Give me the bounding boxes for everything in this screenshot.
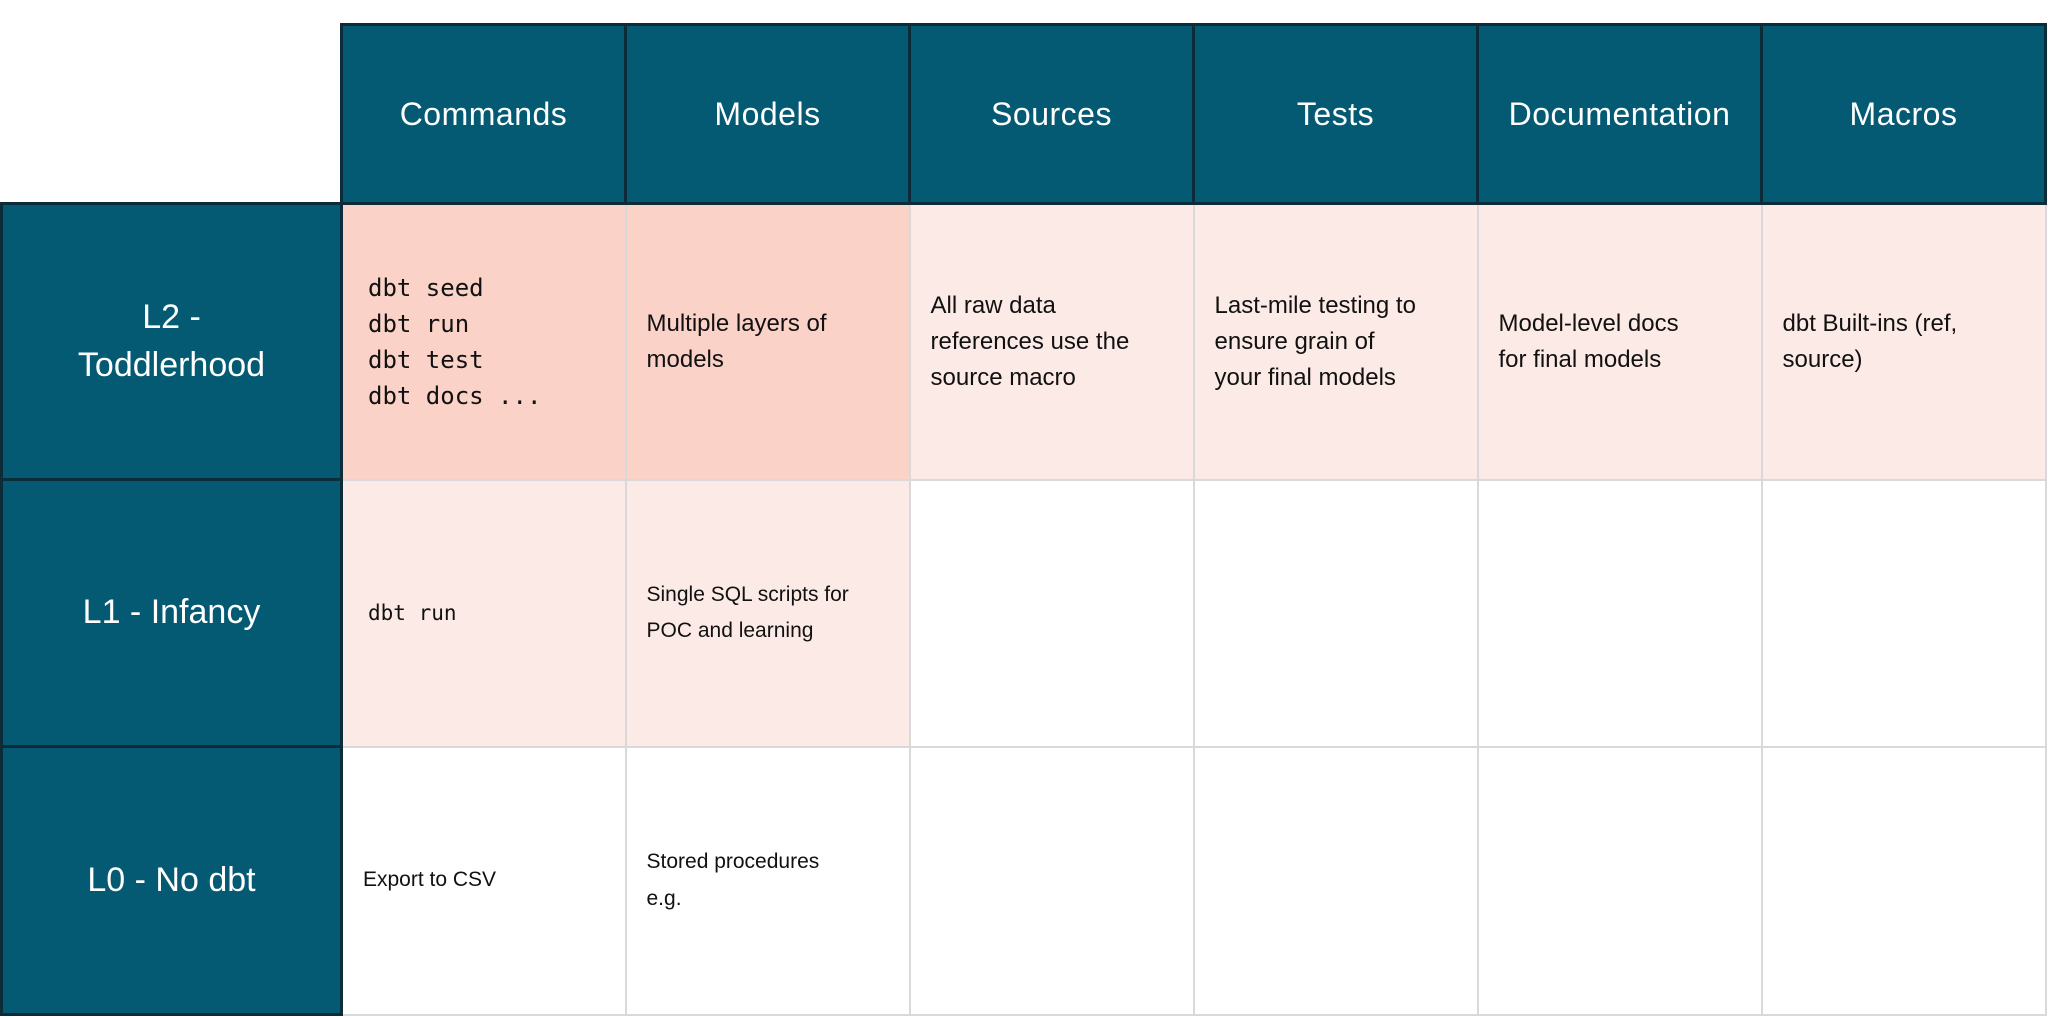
cell-l2-sources: All raw data references use the source m… (908, 202, 1195, 481)
cell-l2-tests: Last-mile testing to ensure grain of you… (1192, 202, 1479, 481)
cell-l2-macros: dbt Built-ins (ref, source) (1760, 202, 2047, 481)
cell-l2-models: Multiple layers of models (624, 202, 911, 481)
cell-l1-documentation (1476, 478, 1763, 748)
cell-l0-models: Stored procedures e.g. (624, 745, 911, 1016)
cell-l1-macros (1760, 478, 2047, 748)
cell-l1-tests (1192, 478, 1479, 748)
header-row: Commands Models Sources Tests Documentat… (1, 23, 2047, 205)
cell-l0-sources (908, 745, 1195, 1016)
column-header-documentation: Documentation (1476, 23, 1763, 205)
cell-l1-sources (908, 478, 1195, 748)
cell-l0-commands: Export to CSV (340, 745, 627, 1016)
cell-l0-tests (1192, 745, 1479, 1016)
table-row-l2-toddlerhood: L2 - Toddlerhood dbt seed dbt run dbt te… (0, 202, 2047, 481)
column-header-models: Models (624, 23, 911, 205)
column-header-macros: Macros (1760, 23, 2047, 205)
cell-l1-models: Single SQL scripts for POC and learning (624, 478, 911, 748)
column-header-tests: Tests (1192, 23, 1479, 205)
table-row-l1-infancy: L1 - Infancy dbt run Single SQL scripts … (0, 478, 2047, 748)
row-header-l1-infancy: L1 - Infancy (0, 478, 343, 748)
cell-l2-commands: dbt seed dbt run dbt test dbt docs ... (340, 202, 627, 481)
maturity-matrix-table: Commands Models Sources Tests Documentat… (0, 23, 2047, 1016)
cell-l0-documentation (1476, 745, 1763, 1016)
slide-canvas: Commands Models Sources Tests Documentat… (0, 23, 2048, 1018)
cell-l0-macros (1760, 745, 2047, 1016)
column-header-commands: Commands (340, 23, 627, 205)
cell-l2-documentation: Model-level docs for final models (1476, 202, 1763, 481)
table-row-l0-no-dbt: L0 - No dbt Export to CSV Stored procedu… (0, 745, 2047, 1016)
cell-l1-commands: dbt run (340, 478, 627, 748)
row-header-l2-toddlerhood: L2 - Toddlerhood (0, 202, 343, 481)
corner-cell (1, 24, 342, 204)
row-header-l0-no-dbt: L0 - No dbt (0, 745, 343, 1016)
column-header-sources: Sources (908, 23, 1195, 205)
